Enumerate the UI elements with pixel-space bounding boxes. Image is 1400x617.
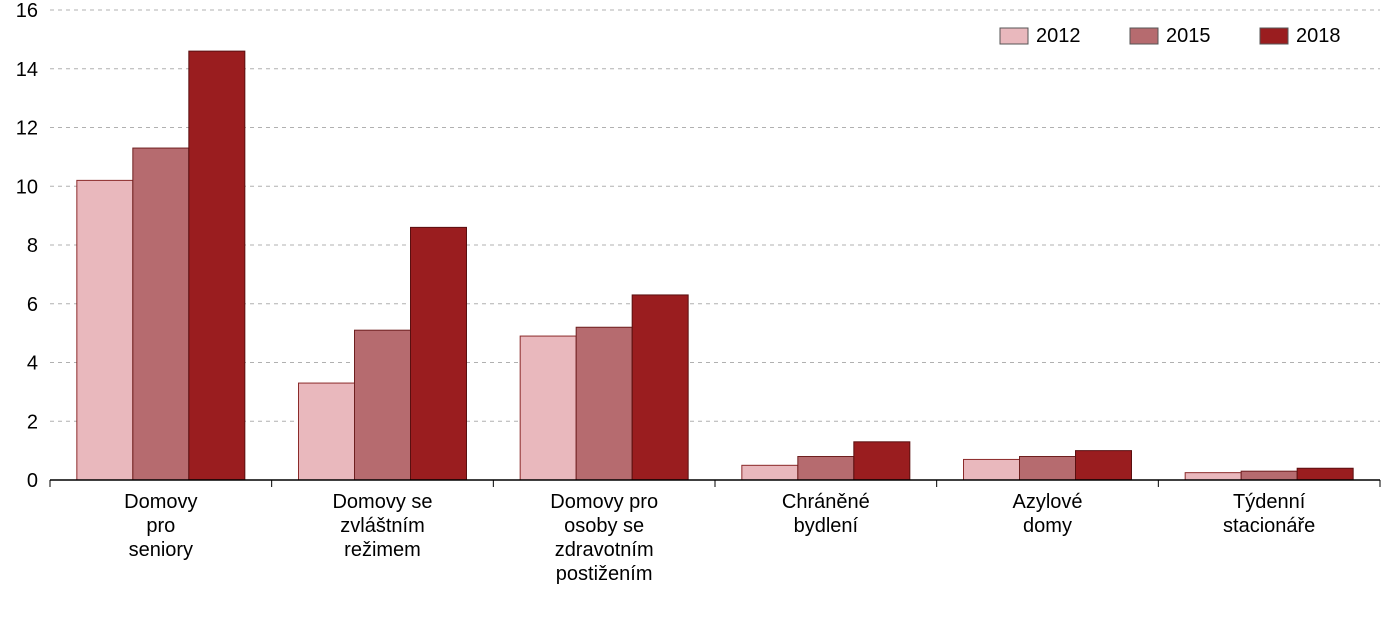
y-tick-label: 8 <box>27 235 38 257</box>
bar <box>854 442 910 480</box>
chart-svg: 0 2 4 6 8 10 12 14 16 Domovyproseniory Domovy sezv… <box>0 0 1400 617</box>
x-category-label: postižením <box>556 563 653 585</box>
bar <box>632 295 688 480</box>
bar <box>1020 457 1076 481</box>
x-category-label: Týdenní <box>1233 491 1306 513</box>
y-tick-label: 4 <box>27 353 38 375</box>
bar <box>299 383 355 480</box>
x-category-label: Domovy <box>124 491 197 513</box>
y-tick-label: 0 <box>27 470 38 492</box>
legend-label: 2012 <box>1036 25 1081 47</box>
x-category-label: Domovy pro <box>550 491 658 513</box>
y-tick-label: 6 <box>27 294 38 316</box>
bar <box>964 459 1020 480</box>
x-category-label: domy <box>1023 515 1072 537</box>
legend-swatch <box>1260 28 1288 44</box>
bar <box>1241 471 1297 480</box>
legend-swatch <box>1000 28 1028 44</box>
x-category-label: Azylové <box>1012 491 1082 513</box>
legend-label: 2018 <box>1296 25 1341 47</box>
bar <box>77 180 133 480</box>
y-tick-label: 10 <box>16 176 38 198</box>
y-tick-label: 14 <box>16 59 38 81</box>
bar <box>1185 473 1241 480</box>
x-category-label: Domovy se <box>332 491 432 513</box>
x-category-label: seniory <box>129 539 193 561</box>
x-category-label: režimem <box>344 539 421 561</box>
x-category-label: stacionáře <box>1223 515 1315 537</box>
y-tick-label: 16 <box>16 0 38 22</box>
legend-label: 2015 <box>1166 25 1211 47</box>
bar <box>133 148 189 480</box>
bar <box>1076 451 1132 480</box>
x-category-label: bydlení <box>794 515 859 537</box>
bar <box>355 330 411 480</box>
x-category-label: osoby se <box>564 515 644 537</box>
bar <box>742 465 798 480</box>
bar <box>1297 468 1353 480</box>
y-tick-label: 2 <box>27 411 38 433</box>
bar <box>798 457 854 481</box>
bar <box>411 227 467 480</box>
x-category-label: Chráněné <box>782 491 870 513</box>
bar <box>189 51 245 480</box>
bar <box>576 327 632 480</box>
y-tick-label: 12 <box>16 118 38 140</box>
bar <box>520 336 576 480</box>
legend-swatch <box>1130 28 1158 44</box>
bar-chart: 0 2 4 6 8 10 12 14 16 Domovyproseniory Domovy sezv… <box>0 0 1400 617</box>
x-category-label: zvláštním <box>340 515 424 537</box>
x-category-label: pro <box>146 515 175 537</box>
x-category-label: zdravotním <box>555 539 654 561</box>
